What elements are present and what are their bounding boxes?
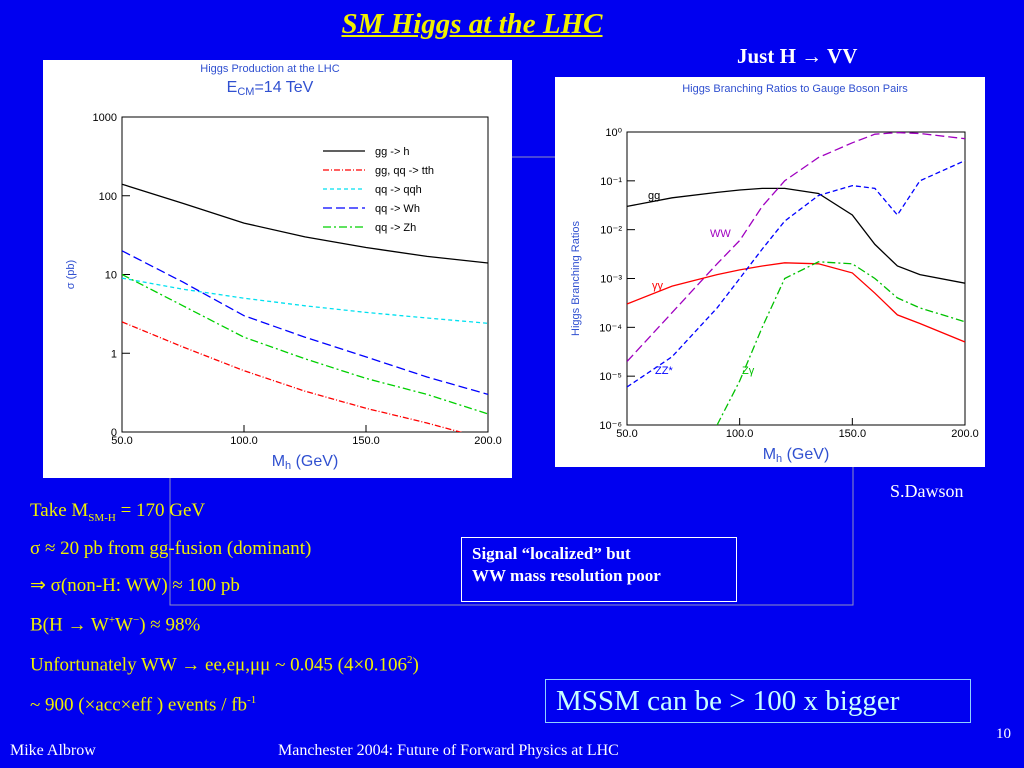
text: (GeV) bbox=[291, 453, 338, 470]
x-tick-label: 200.0 bbox=[474, 435, 502, 447]
series-line bbox=[122, 321, 463, 432]
text: ) bbox=[412, 654, 419, 676]
x-tick-label: 200.0 bbox=[951, 428, 979, 440]
series-line bbox=[627, 160, 965, 388]
series-line bbox=[627, 262, 965, 343]
y-tick-label: 0 bbox=[111, 427, 117, 439]
chart-title: Higgs Production at the LHC bbox=[200, 63, 339, 75]
bullet: σ ≈ 20 pb from gg-fusion (dominant) bbox=[30, 538, 311, 560]
legend-label: qq -> Wh bbox=[375, 203, 420, 215]
legend-label: qq -> Zh bbox=[375, 222, 416, 234]
series-label: ZZ* bbox=[655, 365, 673, 377]
text: -1 bbox=[247, 694, 257, 706]
slide-title: SM Higgs at the LHC bbox=[341, 8, 603, 40]
bullet: B(H → W+W−) ≈ 98% bbox=[30, 614, 200, 636]
chart-background bbox=[43, 60, 512, 478]
series-label: gg bbox=[648, 190, 660, 202]
text: SM-H bbox=[88, 511, 116, 524]
text: =14 TeV bbox=[254, 79, 313, 96]
y-tick-label: 10⁻² bbox=[600, 225, 622, 237]
legend-label: gg -> h bbox=[375, 146, 410, 158]
series-label: WW bbox=[710, 228, 731, 240]
text: M bbox=[763, 446, 776, 463]
y-tick-label: 1 bbox=[111, 348, 117, 360]
series-line bbox=[122, 277, 488, 324]
series-label: γγ bbox=[652, 280, 664, 292]
x-tick-label: 50.0 bbox=[616, 428, 637, 440]
legend-label: qq -> qqh bbox=[375, 184, 422, 196]
highlight-box: MSSM can be > 100 x bigger bbox=[545, 679, 971, 723]
note-box: Signal “localized” but WW mass resolution… bbox=[461, 537, 737, 602]
text: ~ 900 (×acc×eff ) events / fb bbox=[30, 694, 248, 716]
series-line bbox=[122, 273, 488, 415]
text: E bbox=[227, 79, 238, 96]
text: Unfortunately WW → ee,eμ,μμ ~ 0.045 (4×0… bbox=[30, 654, 407, 676]
text: h bbox=[285, 460, 291, 472]
page-number: 10 bbox=[996, 726, 1011, 742]
text: ⇒ σ(non-H: WW) ≈ 100 pb bbox=[30, 575, 240, 596]
x-tick-label: 150.0 bbox=[352, 435, 380, 447]
text: 2 bbox=[406, 654, 413, 666]
text: M bbox=[272, 453, 285, 470]
y-tick-label: 10⁻³ bbox=[600, 274, 622, 286]
series-label: Zγ bbox=[742, 365, 755, 377]
series-line bbox=[627, 187, 965, 284]
chart-subtitle: ECM=14 TeV bbox=[227, 79, 314, 98]
series-line bbox=[122, 250, 488, 396]
legend-label: gg, qq -> tth bbox=[375, 165, 434, 177]
credit: S.Dawson bbox=[890, 481, 964, 501]
x-axis-label: Mh (GeV) bbox=[272, 453, 339, 472]
bullet: ~ 900 (×acc×eff ) events / fb-1 bbox=[30, 694, 256, 716]
footer-author: Mike Albrow bbox=[10, 742, 96, 759]
footer-event: Manchester 2004: Future of Forward Physi… bbox=[278, 742, 619, 759]
text: WW mass resolution poor bbox=[472, 566, 661, 585]
text: W bbox=[115, 614, 133, 636]
text: Take M bbox=[30, 500, 89, 521]
text: B(H → W bbox=[30, 614, 109, 636]
y-tick-label: 10⁻⁴ bbox=[599, 322, 622, 334]
text: Signal “localized” but bbox=[472, 544, 631, 563]
x-tick-label: 100.0 bbox=[230, 435, 258, 447]
text: CM bbox=[237, 86, 254, 98]
y-tick-label: 10 bbox=[105, 270, 117, 282]
y-axis-label: Higgs Branching Ratios bbox=[570, 221, 582, 336]
text: − bbox=[132, 614, 140, 626]
text: = 170 GeV bbox=[115, 500, 206, 521]
series-line bbox=[122, 183, 488, 264]
x-axis-label: Mh (GeV) bbox=[763, 446, 830, 465]
bullet: Unfortunately WW → ee,eμ,μμ ~ 0.045 (4×0… bbox=[30, 654, 419, 676]
bullet: Take MSM-H = 170 GeV bbox=[30, 500, 205, 524]
y-tick-label: 10⁰ bbox=[605, 127, 622, 139]
text: + bbox=[108, 614, 116, 626]
y-tick-label: 100 bbox=[99, 191, 117, 203]
y-tick-label: 10⁻¹ bbox=[600, 176, 622, 188]
bullet: ⇒ σ(non-H: WW) ≈ 100 pb bbox=[30, 574, 240, 597]
y-axis-label: σ (pb) bbox=[65, 260, 77, 289]
y-tick-label: 10⁻⁶ bbox=[599, 420, 622, 432]
series-line bbox=[627, 132, 965, 362]
x-tick-label: 100.0 bbox=[726, 428, 754, 440]
y-tick-label: 10⁻⁵ bbox=[599, 371, 622, 383]
text: h bbox=[776, 453, 782, 465]
y-tick-label: 1000 bbox=[93, 112, 117, 124]
chart-title: Higgs Branching Ratios to Gauge Boson Pa… bbox=[682, 83, 908, 95]
x-tick-label: 50.0 bbox=[111, 435, 132, 447]
text: σ ≈ 20 pb from gg-fusion (dominant) bbox=[30, 538, 312, 559]
text: ) ≈ 98% bbox=[139, 614, 201, 636]
x-tick-label: 150.0 bbox=[839, 428, 867, 440]
text: (GeV) bbox=[782, 446, 829, 463]
slide-subtitle: Just H → VV bbox=[737, 44, 858, 68]
